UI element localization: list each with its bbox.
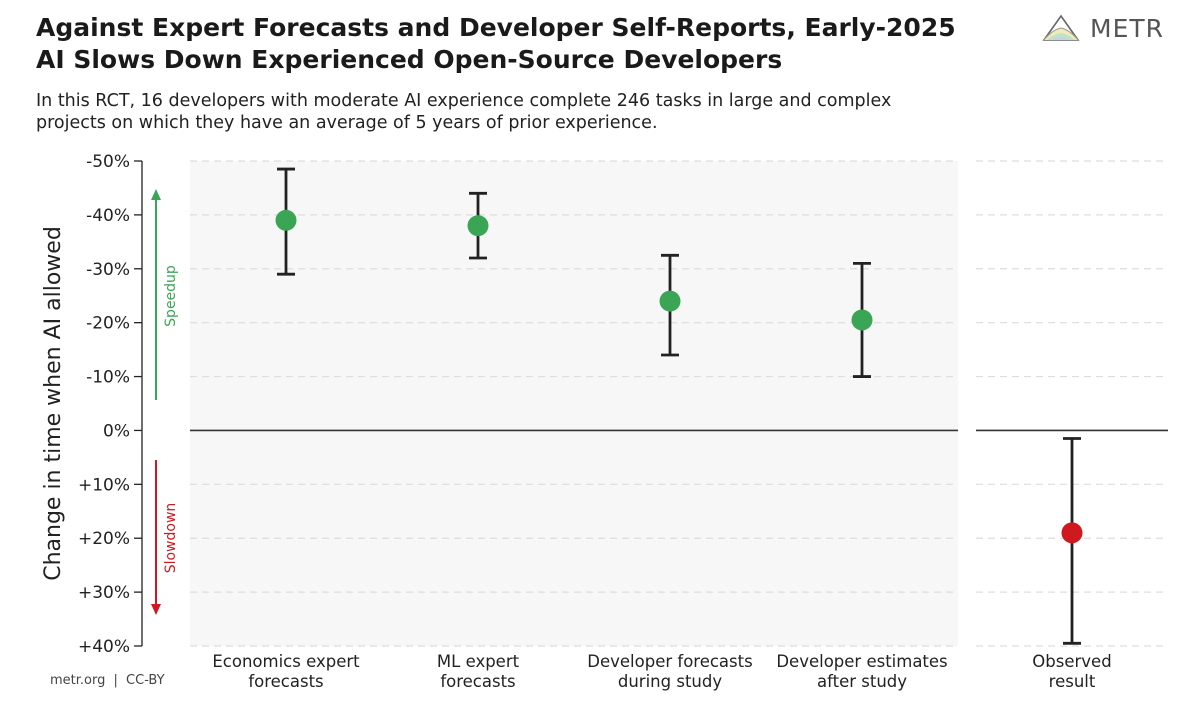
y-tick-label: +20% [78,529,130,549]
chart-title-line2: AI Slows Down Experienced Open-Source De… [36,45,783,74]
data-point [467,215,489,237]
x-category-label: forecasts [440,672,515,691]
slowdown-arrowhead [151,604,161,615]
x-category-label: Developer estimates [776,652,947,671]
footer-separator: | [113,673,118,688]
chart-subtitle: In this RCT, 16 developers with moderate… [36,90,1036,134]
y-tick-label: -50% [86,152,130,172]
chart-subtitle-line1: In this RCT, 16 developers with moderate… [36,91,892,111]
x-category-label: after study [817,672,907,691]
y-tick-label: +40% [78,637,130,657]
data-point [275,209,297,231]
slowdown-label: Slowdown [163,503,179,574]
y-tick-label: -30% [86,260,130,280]
footer: metr.org | CC-BY [50,673,165,688]
y-tick-label: +10% [78,475,130,495]
data-point [659,290,681,312]
x-category-label: Economics expert [212,652,360,671]
speedup-label: Speedup [163,265,179,327]
forecast-panel-background [190,161,958,646]
x-category-label: Observed [1032,652,1111,671]
y-axis-label: Change in time when AI allowed [41,226,66,581]
data-point [851,309,873,331]
y-tick-label: -20% [86,314,130,334]
metr-logo-icon [1042,14,1080,41]
chart-title-line1: Against Expert Forecasts and Developer S… [36,13,956,42]
metr-logo: METR [1040,10,1190,46]
y-tick-label: +30% [78,583,130,603]
y-tick-label: -10% [86,368,130,388]
x-category-label: Developer forecasts [587,652,752,671]
chart-subtitle-line2: projects on which they have an average o… [36,113,658,133]
x-category-label: during study [618,672,722,691]
footer-source: metr.org [50,673,106,688]
x-category-label: forecasts [248,672,323,691]
x-category-label: ML expert [437,652,520,671]
y-tick-label: 0% [103,421,130,441]
y-tick-label: -40% [86,206,130,226]
x-category-label: result [1049,672,1096,691]
data-point [1061,522,1083,544]
chart-title: Against Expert Forecasts and Developer S… [36,12,1016,76]
metr-logo-text: METR [1090,14,1165,43]
footer-license: CC-BY [126,673,165,688]
speedup-arrowhead [151,189,161,200]
